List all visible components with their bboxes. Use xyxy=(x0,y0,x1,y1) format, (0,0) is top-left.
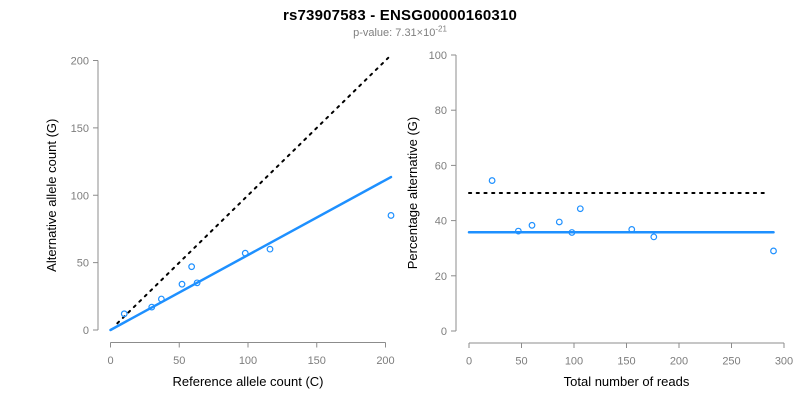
x-tick-label: 150 xyxy=(308,355,326,367)
x-tick-label: 200 xyxy=(670,356,688,368)
data-point xyxy=(148,303,156,311)
fit-line xyxy=(109,175,393,332)
data-point xyxy=(555,218,563,226)
y-tick-label: 0 xyxy=(83,325,89,337)
y-tick-label: 150 xyxy=(71,123,89,135)
x-tick-label: 250 xyxy=(722,356,740,368)
page-title: rs73907583 - ENSG00000160310 xyxy=(282,7,518,24)
x-tick-label: 100 xyxy=(565,356,583,368)
data-point xyxy=(628,226,636,233)
data-point xyxy=(120,310,128,318)
data-point xyxy=(576,205,584,213)
y-tick-label: 100 xyxy=(71,190,89,202)
data-point xyxy=(188,263,196,271)
data-point xyxy=(650,233,658,241)
y-axis-label: Alternative allele count (G) xyxy=(44,119,59,272)
x-tick-label: 200 xyxy=(376,355,394,367)
y-tick-label: 200 xyxy=(71,56,89,68)
x-axis-label: Reference allele count (C) xyxy=(172,374,323,389)
data-point xyxy=(193,279,201,287)
y-tick-label: 40 xyxy=(435,216,447,228)
x-tick-label: 300 xyxy=(775,356,793,368)
y-axis-label: Percentage alternative (G) xyxy=(405,117,420,269)
x-tick-label: 50 xyxy=(173,355,185,367)
x-tick-label: 100 xyxy=(239,355,257,367)
p-value-text: p-value: 7.31×10 xyxy=(353,27,436,39)
x-tick-label: 150 xyxy=(617,356,635,368)
identity-line xyxy=(116,56,390,325)
x-axis-label: Total number of reads xyxy=(564,374,690,389)
data-point xyxy=(387,212,395,219)
data-point xyxy=(157,295,165,303)
x-tick-label: 50 xyxy=(515,356,527,368)
y-tick-label: 0 xyxy=(441,326,447,338)
data-point xyxy=(178,280,186,288)
p-value-exponent: -21 xyxy=(435,24,447,34)
data-point xyxy=(770,247,777,255)
data-point xyxy=(266,245,274,253)
y-tick-label: 80 xyxy=(435,105,447,117)
y-tick-label: 60 xyxy=(435,160,447,172)
y-tick-label: 20 xyxy=(435,271,447,283)
data-point xyxy=(241,249,249,257)
data-point xyxy=(568,229,576,236)
y-tick-label: 100 xyxy=(429,50,447,62)
data-point xyxy=(488,177,496,184)
data-point xyxy=(528,221,536,229)
x-tick-label: 0 xyxy=(107,355,113,367)
data-point xyxy=(514,227,522,235)
y-tick-label: 50 xyxy=(77,258,89,270)
x-tick-label: 0 xyxy=(466,356,472,368)
p-value-subtitle: p-value: 7.31×10-21 xyxy=(0,24,800,39)
